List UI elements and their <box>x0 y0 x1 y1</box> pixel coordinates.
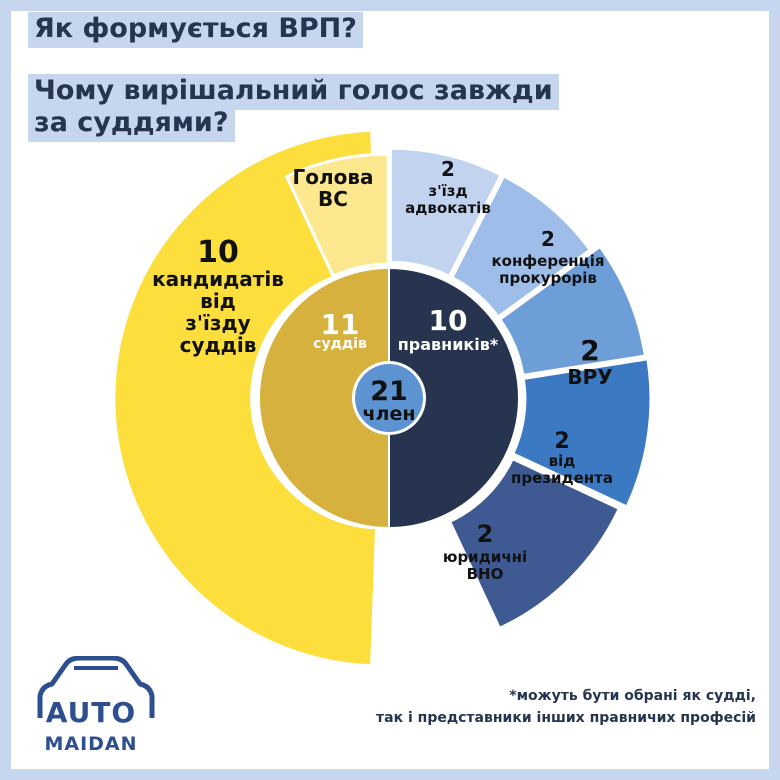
outer-label-1-line-0: Голова <box>292 165 373 189</box>
inner-label-lawyers: правників* <box>398 335 499 354</box>
subtitle-line-1: Чому вирішальний голос завжди <box>28 74 559 110</box>
outer-value-4: 2 <box>580 334 599 367</box>
outer-slice-4 <box>497 244 648 378</box>
logo-word-auto: AUTO <box>45 696 137 729</box>
outer-slice-2 <box>388 146 504 279</box>
center-label: член <box>363 403 416 425</box>
outer-slice-5 <box>510 357 653 509</box>
outer-slice-3 <box>449 173 593 320</box>
center-value: 21 <box>370 376 408 407</box>
outer-label-6-line-1: ВНО <box>467 565 504 583</box>
outer-value-3: 2 <box>541 227 555 251</box>
subtitle-line-2: за суддями? <box>28 106 235 142</box>
outer-label-3-line-0: конференція <box>491 252 604 270</box>
outer-label-0-line-3: суддів <box>180 333 257 357</box>
outer-label-0-line-2: з'їзду <box>185 311 250 335</box>
outer-slice-1 <box>284 152 390 279</box>
footnote-line-2: так і представники інших правничих профе… <box>376 710 756 726</box>
inner-value-judges: 11 <box>321 308 360 341</box>
outer-slice-6 <box>447 456 622 631</box>
outer-label-6-line-0: юридичні <box>443 548 527 566</box>
outer-value-5: 2 <box>554 429 569 454</box>
outer-label-1-line-1: ВС <box>318 187 348 211</box>
outer-label-2-line-1: адвокатів <box>405 199 491 217</box>
outer-value-6: 2 <box>477 520 494 548</box>
outer-label-2-line-0: з'їзд <box>428 182 467 200</box>
outer-slice-0 <box>112 128 379 668</box>
inner-label-judges: суддів <box>313 336 367 352</box>
outer-label-3-line-1: прокурорів <box>499 269 597 287</box>
outer-label-4-line-0: ВРУ <box>567 365 612 389</box>
outer-label-5-line-1: президента <box>511 469 613 487</box>
outer-label-5-line-0: від <box>549 452 576 470</box>
inner-value-lawyers: 10 <box>429 304 468 337</box>
footnote-line-1: *можуть бути обрані як судді, <box>509 688 756 704</box>
center-disc <box>355 364 423 432</box>
outer-label-0-line-1: від <box>200 289 236 313</box>
logo-word-maidan: MAIDAN <box>44 733 138 755</box>
outer-value-2: 2 <box>441 157 455 181</box>
outer-label-0-line-0: кандидатів <box>152 267 284 291</box>
car-logo-icon <box>37 656 155 718</box>
page-title: Як формується ВРП? <box>28 12 363 48</box>
outer-value-0: 10 <box>197 235 239 270</box>
